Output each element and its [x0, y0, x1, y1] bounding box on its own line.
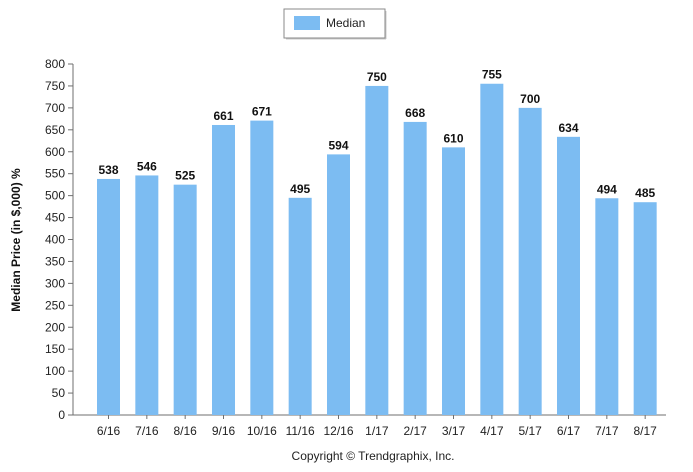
x-tick-label: 10/16: [247, 424, 277, 438]
y-tick-label: 750: [45, 79, 65, 93]
data-label: 750: [367, 70, 387, 84]
bar: [327, 154, 350, 415]
x-tick-label: 4/17: [480, 424, 504, 438]
x-tick-label: 1/17: [365, 424, 389, 438]
bars: 538 546 525 661 671 495 594 750 668 610 755 700 634 4…: [97, 68, 657, 416]
bar: [403, 121, 427, 415]
bar: [97, 178, 120, 415]
y-tick-label: 350: [45, 254, 65, 268]
y-tick-label: 150: [45, 342, 65, 356]
y-tick-label: 650: [45, 123, 65, 137]
x-axis-ticks: 6/16 7/16 8/16 9/16 10/16 11/16 12/16 1/17 2/17 3…: [97, 415, 657, 438]
data-label: 700: [520, 92, 540, 106]
y-tick-label: 600: [45, 145, 65, 159]
y-tick-label: 500: [45, 189, 65, 203]
legend-swatch: [294, 16, 320, 30]
bar: [442, 147, 465, 416]
bar: [173, 184, 197, 415]
data-label: 546: [137, 159, 157, 173]
x-tick-label: 7/16: [135, 424, 159, 438]
bar: [212, 124, 235, 415]
data-label: 610: [443, 131, 463, 145]
data-label: 495: [290, 182, 310, 196]
y-tick-label: 100: [45, 364, 65, 378]
x-tick-label: 12/16: [323, 424, 353, 438]
x-tick-label: 6/17: [557, 424, 581, 438]
data-label: 668: [405, 106, 425, 120]
data-label: 594: [328, 138, 348, 152]
y-tick-label: 400: [45, 233, 65, 247]
legend-label-median: Median: [326, 16, 365, 30]
data-label: 538: [98, 163, 118, 177]
x-tick-label: 8/16: [173, 424, 197, 438]
bar: [480, 83, 504, 416]
data-label: 485: [635, 186, 655, 200]
x-tick-label: 3/17: [442, 424, 466, 438]
y-tick-label: 450: [45, 211, 65, 225]
y-tick-label: 250: [45, 298, 65, 312]
y-tick-label: 800: [45, 57, 65, 71]
data-label: 634: [558, 121, 578, 135]
bar: [288, 197, 312, 415]
y-axis-label: Median Price (in $,000) %: [9, 168, 23, 312]
y-tick-label: 0: [58, 408, 65, 422]
y-tick-label: 200: [45, 320, 65, 334]
data-label: 525: [175, 169, 195, 183]
copyright-text: Copyright © Trendgraphix, Inc.: [292, 449, 455, 463]
x-tick-label: 11/16: [286, 424, 315, 438]
bar: [557, 136, 580, 415]
bar: [135, 175, 159, 415]
y-tick-label: 50: [52, 386, 66, 400]
x-tick-label: 8/17: [633, 424, 657, 438]
x-tick-label: 6/16: [97, 424, 121, 438]
bar: [365, 85, 389, 415]
x-tick-label: 7/17: [595, 424, 619, 438]
x-tick-label: 2/17: [403, 424, 427, 438]
bar: [595, 198, 619, 415]
y-tick-label: 700: [45, 101, 65, 115]
y-axis-ticks: 0 50 100 150 200 250 300 350 400 450 500 550 600 650 7…: [45, 57, 73, 422]
data-label: 755: [482, 68, 502, 82]
bar: [518, 107, 542, 415]
bar: [633, 202, 657, 415]
data-label: 494: [597, 182, 617, 196]
y-tick-label: 550: [45, 167, 65, 181]
bar: [250, 120, 274, 415]
data-label: 661: [213, 109, 233, 123]
y-tick-label: 300: [45, 276, 65, 290]
legend: Median: [283, 8, 387, 40]
data-label: 671: [252, 105, 272, 119]
x-tick-label: 5/17: [518, 424, 542, 438]
x-tick-label: 9/16: [212, 424, 236, 438]
